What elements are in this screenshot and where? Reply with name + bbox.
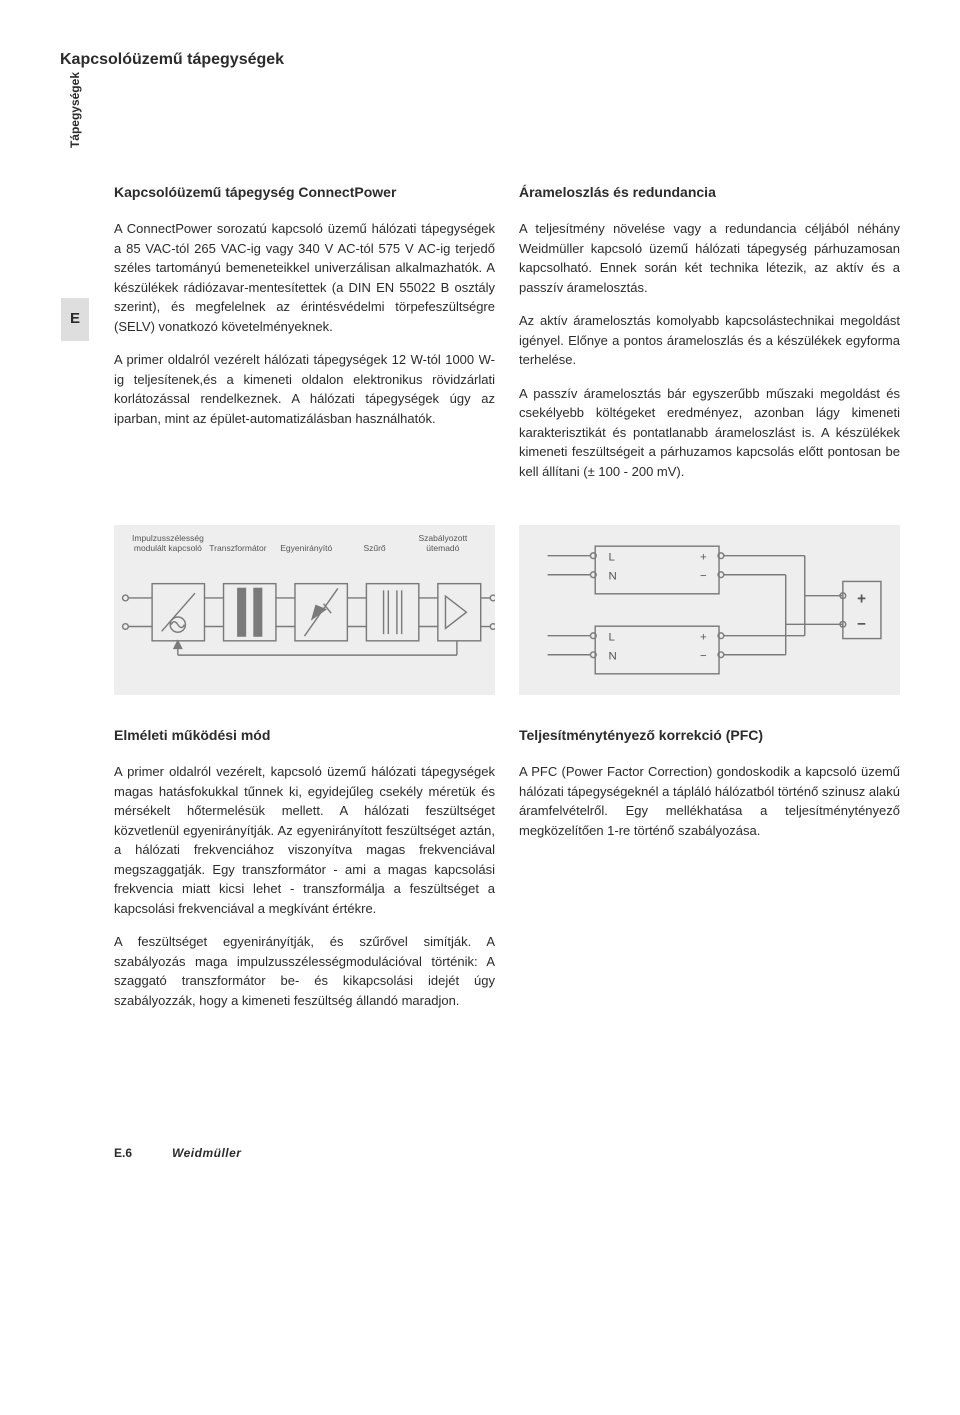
page-title: Kapcsolóüzemű tápegységek — [60, 48, 900, 72]
right-paragraph-3: A passzív áramelosztás bár egyszerűbb mű… — [519, 384, 900, 482]
right-heading: Árameloszlás és redundancia — [519, 182, 900, 203]
block-diagram-svg — [114, 557, 495, 677]
label-filter: Szűrő — [340, 543, 408, 553]
right-column: Árameloszlás és redundancia A teljesítmé… — [519, 182, 900, 495]
block-diagram: Impulzusszélességmodulált kapcsoló Trans… — [114, 525, 495, 695]
side-tab: Tápegységek E — [60, 182, 90, 495]
psu2-minus: − — [700, 651, 707, 663]
bottom-right-heading: Teljesítménytényező korrekció (PFC) — [519, 725, 900, 746]
left-heading: Kapcsolóüzemű tápegység ConnectPower — [114, 182, 495, 203]
left-paragraph-1: A ConnectPower sorozatú kapcsoló üzemű h… — [114, 219, 495, 336]
label-rectifier: Egyenirányító — [272, 543, 340, 553]
out-plus: + — [857, 590, 866, 607]
right-paragraph-1: A teljesítmény növelése vagy a redundanc… — [519, 219, 900, 297]
footer-brand: Weidmüller — [172, 1144, 241, 1162]
psu2-N: N — [609, 651, 617, 663]
psu2-plus: + — [700, 631, 707, 643]
bottom-left-p2: A feszültséget egyenirányítják, és szűrő… — [114, 932, 495, 1010]
right-paragraph-2: Az aktív áramelosztás komolyabb kapcsolá… — [519, 311, 900, 370]
label-regulator: Szabályozottütemadó — [409, 533, 477, 553]
redundancy-diagram-svg: L N + − L N + − + − — [519, 525, 900, 695]
bottom-left-p1: A primer oldalról vezérelt, kapcsoló üze… — [114, 762, 495, 918]
out-minus: − — [857, 616, 866, 633]
bottom-left-column: Elméleti működési mód A primer oldalról … — [114, 725, 495, 1024]
label-pwm: Impulzusszélességmodulált kapcsoló — [132, 533, 204, 553]
page-footer: E.6 Weidmüller — [114, 1144, 900, 1162]
block-diagram-labels: Impulzusszélességmodulált kapcsoló Trans… — [114, 525, 495, 557]
psu1-N: N — [609, 571, 617, 583]
redundancy-diagram: L N + − L N + − + − — [519, 525, 900, 695]
psu1-plus: + — [700, 551, 707, 563]
psu2-L: L — [609, 631, 615, 643]
left-column: Kapcsolóüzemű tápegység ConnectPower A C… — [114, 182, 495, 495]
psu1-L: L — [609, 551, 615, 563]
label-transformer: Transzformátor — [204, 543, 272, 553]
footer-page-number: E.6 — [114, 1144, 132, 1162]
bottom-right-p1: A PFC (Power Factor Correction) gondosko… — [519, 762, 900, 840]
diagrams-row: Impulzusszélességmodulált kapcsoló Trans… — [114, 525, 900, 695]
bottom-left-heading: Elméleti működési mód — [114, 725, 495, 746]
section-letter-tab: E — [61, 298, 89, 341]
bottom-right-column: Teljesítménytényező korrekció (PFC) A PF… — [519, 725, 900, 1024]
left-paragraph-2: A primer oldalról vezérelt hálózati tápe… — [114, 350, 495, 428]
psu1-minus: − — [700, 571, 707, 583]
vertical-section-label: Tápegységek — [66, 72, 84, 148]
